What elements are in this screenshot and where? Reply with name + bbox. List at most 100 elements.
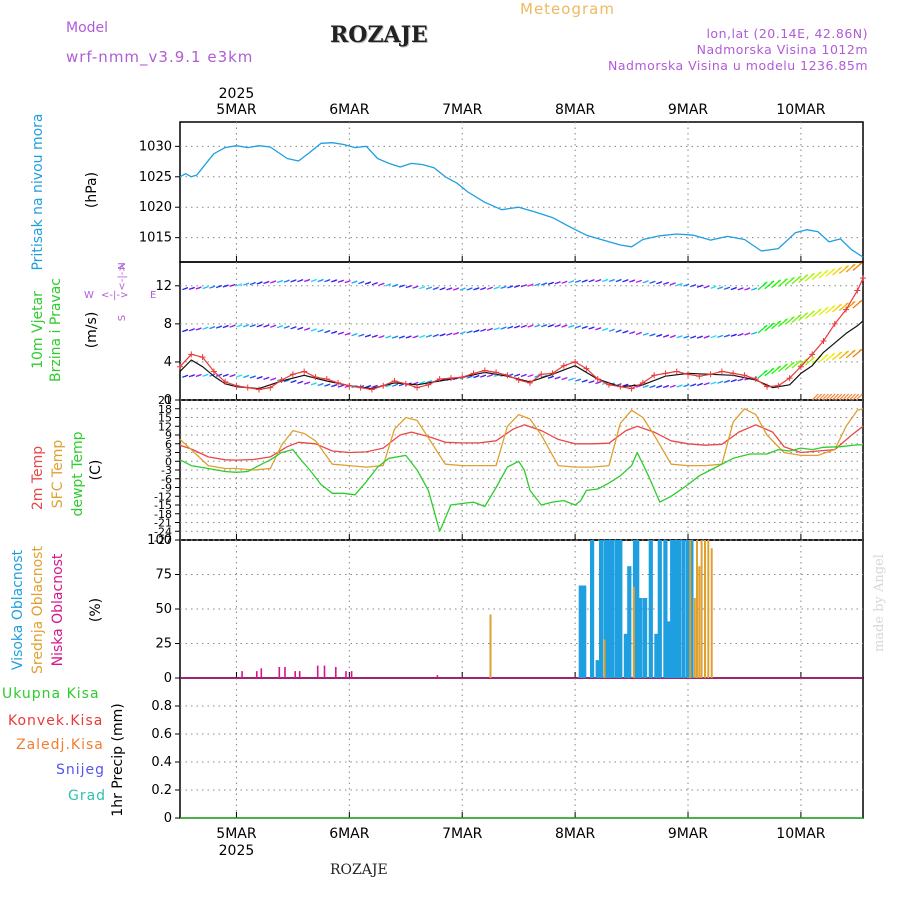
wind-barb-head [475,329,480,332]
wind-speed-marker [233,382,240,389]
wind-barb-head [851,263,856,267]
wind-barb-head [597,327,602,330]
temp-title-dew: dewpt Temp [70,431,86,516]
wind-barb-head [198,374,202,377]
mid-cloud-bar [698,566,701,678]
wind-barb-head [550,281,554,285]
wind-barb-head [225,373,229,377]
wind-barb-head [851,301,856,304]
wind-speed-marker [549,370,556,377]
wind-barb-head [712,381,717,384]
wind-barb-head [218,285,223,288]
wind-barb-head [692,383,697,386]
wind-barb-head [238,283,243,286]
wind-barb-head [658,385,663,388]
wind-barb-head [333,330,338,334]
wind-barb-head [265,280,270,284]
wind-speed-marker [786,375,793,382]
wind-barb-head [320,329,324,332]
wind-speed-marker [267,384,274,391]
wind-barb-head [306,327,311,331]
wind-barb-head [191,328,195,331]
wind-barb-head [326,279,331,282]
wind-barb-head [191,374,195,377]
wind-barb-head [838,266,842,270]
wind-barb-head [831,352,836,356]
wind-barb-head [367,385,372,388]
wind-barb-head [624,383,629,387]
wind-barb-extra [849,393,856,401]
wind-speed-marker [414,384,421,391]
wind-barb-head [442,333,446,336]
y-tick-label: 21 [158,394,172,407]
wind-barb-head [482,374,487,378]
high-cloud-bar [623,633,628,678]
wind-barb-head [225,284,229,287]
wind-barb-head [665,281,670,285]
precip-unit: 1hr Precip (mm) [110,703,126,816]
high-cloud-bar [685,540,691,678]
wind-barb-head [503,285,507,289]
wind-barb-head [286,379,290,382]
wind-barb-head [597,381,602,384]
wind-barb-head [489,286,493,290]
bottom-day-label: 8MAR [555,826,596,842]
wind-barb-head [584,325,588,329]
wind-barb-head [563,324,568,327]
wind-speed-marker [538,371,545,378]
compass-ns-arrow: <-|-> [117,263,128,290]
wind-speed-marker [560,362,567,369]
wind-barb-head [804,312,809,315]
wind-barb-head [232,283,236,287]
wind-barb-head [211,285,216,289]
wind-barb-head [299,380,304,384]
high-cloud-bar [590,540,595,678]
wind-barb-head [360,333,365,337]
high-cloud-bar [635,540,640,678]
mid-cloud-bar [693,598,696,678]
wind-speed-marker [639,379,646,386]
wind-speed-marker [775,382,782,389]
wind-barb-head [448,287,453,290]
high-cloud-bar [610,540,615,678]
wind-barb-head [652,333,656,336]
wind-speed-marker [335,379,342,386]
wind-barb-head [550,375,554,379]
wind-speed-marker [831,320,838,327]
wind-barb-head [482,287,487,290]
high-cloud-bar [654,633,659,678]
wind-barb-head [387,384,392,387]
y-tick-label: 0 [164,811,172,826]
wind-barb-head [699,335,703,339]
high-cloud-bar [618,540,623,678]
top-day-label: 7MAR [442,102,483,118]
wind-barb-head [469,375,473,379]
wind-barb-head [272,377,277,381]
wind-barb-head [818,308,822,311]
wind-barb-head [811,310,815,313]
wind-barb-head [374,384,378,388]
wind-barb-head [611,328,615,332]
wind-speed-marker [583,365,590,372]
low-cloud-bar [335,667,337,678]
high-cloud-bar [689,540,694,678]
low-cloud-bar [350,671,353,678]
wind-speed-marker [199,354,206,361]
wind-speed-marker [210,368,217,375]
wind-barb-head [509,325,514,329]
wind-barb-head [763,281,768,284]
wind-barb-head [672,384,676,388]
high-cloud-bar [614,540,619,678]
wind-barb-head [353,333,358,336]
wind-barb-head [326,330,331,333]
cloud-title-high: Visoka Oblacnost [10,549,26,670]
wind-barb-head [726,334,731,337]
wind-barb-head [435,334,439,337]
wind-barb-head [845,265,849,268]
mid-cloud-bar [700,540,703,678]
wind-barb-head [858,262,863,265]
wind-unit: (m/s) [84,312,100,349]
high-cloud-bar [632,540,638,678]
panel-3: 0 25 50 75 100 [147,533,864,686]
product-title: Meteogram [520,0,615,18]
